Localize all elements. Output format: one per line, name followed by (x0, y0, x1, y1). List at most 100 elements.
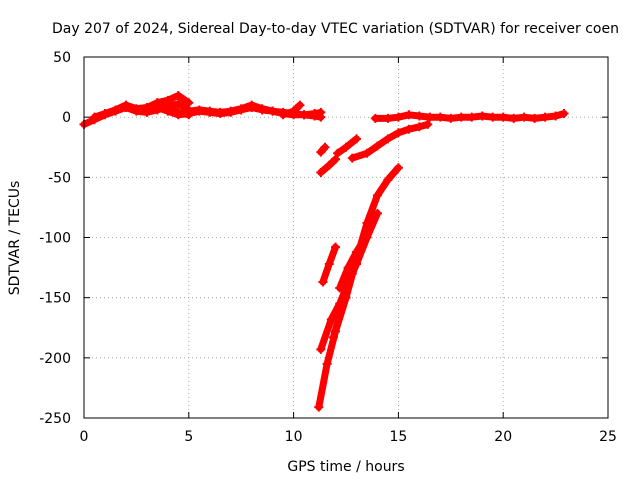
series-track-12 (314, 163, 403, 412)
data-point (331, 154, 341, 164)
series-track-8 (316, 154, 341, 178)
data-point (335, 283, 345, 293)
data-point (184, 98, 194, 108)
data-point (324, 160, 334, 170)
y-tick-label: -200 (39, 351, 71, 367)
data-point (310, 111, 320, 121)
data-point (142, 103, 152, 113)
data-point (205, 106, 215, 116)
data-point (347, 153, 357, 163)
data-point (423, 119, 433, 129)
y-axis-label: SDTVAR / TECUs (7, 181, 23, 296)
data-point (173, 107, 183, 117)
data-point (414, 111, 424, 121)
data-point (530, 113, 540, 123)
data-point (488, 112, 498, 122)
data-point (268, 106, 278, 116)
series-track-5 (184, 100, 326, 122)
data-point (110, 105, 120, 115)
series-track-15 (335, 230, 372, 293)
data-point (226, 106, 236, 116)
data-point (318, 277, 328, 287)
data-point (509, 113, 519, 123)
data-point (89, 112, 99, 122)
data-point (425, 112, 435, 122)
data-point (328, 332, 338, 342)
data-point (163, 103, 173, 113)
data-point (362, 148, 372, 158)
y-tick-label: -50 (48, 170, 71, 186)
series-track-4 (152, 98, 194, 120)
data-point (121, 100, 131, 110)
data-point (326, 314, 336, 324)
data-point (414, 122, 424, 132)
series-trace (91, 92, 193, 121)
data-point (383, 134, 393, 144)
data-point (351, 247, 361, 257)
data-point (316, 168, 326, 178)
series-track-6 (278, 100, 305, 120)
x-tick-label: 25 (599, 429, 617, 445)
data-point (215, 107, 225, 117)
data-points (79, 91, 569, 412)
data-point (364, 218, 374, 228)
data-point (446, 113, 456, 123)
data-point (551, 111, 561, 121)
data-point (100, 109, 110, 119)
data-point (278, 110, 288, 120)
data-point (477, 111, 487, 121)
data-point (333, 148, 343, 158)
data-point (314, 402, 324, 412)
data-point (299, 110, 309, 120)
x-tick-label: 0 (80, 429, 89, 445)
data-point (131, 104, 141, 114)
data-point (316, 112, 326, 122)
data-point (247, 100, 257, 110)
data-point (393, 163, 403, 173)
x-axis-label: GPS time / hours (287, 459, 404, 475)
data-point (456, 112, 466, 122)
data-point (362, 230, 372, 240)
data-point (152, 98, 162, 108)
data-point (559, 109, 569, 119)
data-point (404, 110, 414, 120)
x-tick-label: 20 (494, 429, 512, 445)
data-point (519, 112, 529, 122)
y-tick-label: -100 (39, 231, 71, 247)
data-point (393, 112, 403, 122)
series-trace (153, 99, 193, 119)
data-point (337, 302, 347, 312)
plot-frame (83, 56, 609, 419)
data-point (324, 259, 334, 269)
data-point (467, 112, 477, 122)
data-point (351, 134, 361, 144)
data-point (322, 359, 332, 369)
data-point (236, 104, 246, 114)
series-track-2 (89, 91, 194, 122)
y-tick-label: -150 (39, 291, 71, 307)
series-trace (315, 164, 402, 411)
data-point (289, 106, 299, 116)
series-trace (336, 231, 371, 292)
data-point (372, 141, 382, 151)
x-tick-label: 5 (184, 429, 193, 445)
data-point (372, 208, 382, 218)
data-point (184, 106, 194, 116)
series-track-11 (370, 109, 569, 123)
data-point (498, 112, 508, 122)
series-track-9 (333, 134, 361, 158)
data-point (343, 263, 353, 273)
series-trace (334, 135, 360, 157)
data-point (393, 128, 403, 138)
series-track-7 (316, 142, 330, 157)
data-point (341, 142, 351, 152)
data-point (316, 344, 326, 354)
data-point (257, 104, 267, 114)
x-tick-label: 15 (389, 429, 407, 445)
data-point (173, 91, 183, 101)
x-tick-label: 10 (285, 429, 303, 445)
data-point (320, 142, 330, 152)
data-point (383, 113, 393, 123)
data-point (331, 242, 341, 252)
